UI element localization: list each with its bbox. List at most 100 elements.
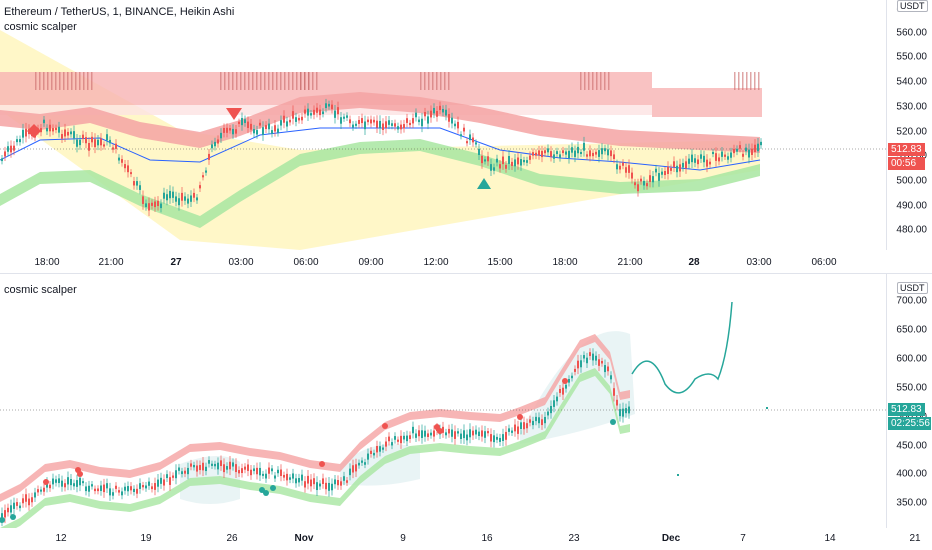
zone-tick: [55, 72, 57, 90]
candle-body: [82, 481, 84, 484]
candle-body: [370, 119, 372, 124]
candle-body: [325, 482, 327, 490]
zone-tick: [79, 72, 81, 90]
candle-body: [244, 466, 246, 470]
candle-body: [370, 450, 372, 454]
candle-body: [586, 357, 588, 364]
candle-body: [340, 117, 342, 124]
candle-body: [505, 431, 507, 440]
candle-body: [514, 424, 516, 432]
main-price-chart[interactable]: [0, 0, 886, 250]
candle-body: [409, 435, 411, 439]
candle-body: [490, 164, 492, 171]
zone-tick: [272, 72, 274, 90]
candle-body: [166, 194, 168, 201]
candle-body: [166, 474, 168, 479]
candle-body: [619, 165, 621, 170]
candle-body: [193, 192, 195, 198]
candle-body: [535, 152, 537, 156]
candle-body: [337, 107, 339, 115]
candle-body: [127, 486, 129, 492]
time-tick: 23: [568, 533, 580, 544]
price-tick: 490.00: [896, 200, 927, 212]
candle-body: [469, 134, 471, 141]
candle-body: [508, 428, 510, 432]
indicator-label-2[interactable]: cosmic scalper: [4, 284, 77, 296]
candle-body: [487, 156, 489, 162]
zone-tick: [604, 72, 606, 90]
indicator-label[interactable]: cosmic scalper: [4, 21, 77, 33]
candle-body: [505, 164, 507, 169]
main-chart-pane[interactable]: Ethereum / TetherUS, 1, BINANCE, Heikin …: [0, 0, 932, 272]
zone-tick: [83, 72, 85, 90]
time-tick: 21:00: [98, 257, 124, 268]
price-tick: 480.00: [896, 224, 927, 236]
zone-tick: [256, 72, 258, 90]
price-axis[interactable]: 570.00560.00550.00540.00530.00520.00510.…: [886, 0, 932, 250]
sell-signal-arrow: [226, 108, 242, 120]
candle-body: [685, 161, 687, 169]
candle-body: [646, 183, 648, 187]
chart-symbol-title[interactable]: Ethereum / TetherUS, 1, BINANCE, Heikin …: [4, 6, 235, 18]
sell-dot: [437, 428, 443, 434]
candle-body: [751, 148, 753, 155]
time-tick: 09:00: [358, 257, 384, 268]
candle-body: [352, 465, 354, 473]
candle-body: [412, 118, 414, 124]
zone-tick: [260, 72, 262, 90]
candle-body: [454, 123, 456, 127]
candle-body: [625, 408, 627, 414]
candle-body: [115, 143, 117, 149]
candle-body: [211, 144, 213, 149]
zone-tick: [758, 72, 760, 90]
candle-body: [454, 431, 456, 439]
candle-body: [226, 466, 228, 470]
candle-body: [142, 485, 144, 488]
candle-body: [616, 399, 618, 406]
lower-band-2: [0, 368, 630, 528]
candle-body: [355, 464, 357, 472]
candle-body: [580, 360, 582, 368]
candle-body: [109, 139, 111, 144]
time-axis[interactable]: 18:00 21:00 27 03:00 06:00 09:00 12:00 15:00 18:…: [0, 252, 886, 274]
candle-body: [184, 196, 186, 201]
candle-body: [718, 157, 720, 162]
candle-body: [715, 153, 717, 161]
candle-body: [85, 486, 87, 492]
candle-body: [10, 505, 12, 513]
candle-body: [565, 151, 567, 155]
zone-tick: [264, 72, 266, 90]
candle-body: [520, 159, 522, 166]
zone-tick: [268, 72, 270, 90]
secondary-price-chart[interactable]: [0, 274, 886, 528]
candle-body: [358, 119, 360, 124]
candle-body: [346, 115, 348, 118]
price-tick: 550.00: [896, 382, 927, 394]
price-tick: 500.00: [896, 411, 927, 422]
candle-body: [274, 475, 276, 479]
price-axis-2[interactable]: 700.00 650.00 600.00 550.00 500.00 450.00 400.…: [886, 274, 932, 528]
candle-body: [385, 441, 387, 447]
bar-countdown-tag: 00:56: [888, 157, 925, 170]
time-axis-2[interactable]: 12 19 26 Nov 9 16 23 Dec 7 14 21: [0, 528, 920, 550]
secondary-chart-pane[interactable]: cosmic scalper 700.00 650.00 600.00 550.00 5…: [0, 274, 932, 550]
candle-body: [379, 120, 381, 129]
candle-body: [589, 150, 591, 157]
candle-body: [292, 111, 294, 119]
candle-body: [394, 123, 396, 127]
candle-body: [19, 139, 21, 143]
candle-body: [13, 145, 15, 151]
zone-tick: [240, 72, 242, 90]
candle-body: [64, 129, 66, 137]
candle-body: [178, 198, 180, 206]
candle-body: [100, 485, 102, 491]
candle-body: [442, 426, 444, 433]
candle-body: [694, 158, 696, 163]
pane-separator[interactable]: [0, 273, 932, 274]
candle-body: [571, 375, 573, 379]
candle-body: [403, 124, 405, 129]
candle-body: [121, 491, 123, 496]
candle-body: [382, 123, 384, 130]
candle-body: [4, 510, 6, 518]
candle-body: [310, 113, 312, 116]
